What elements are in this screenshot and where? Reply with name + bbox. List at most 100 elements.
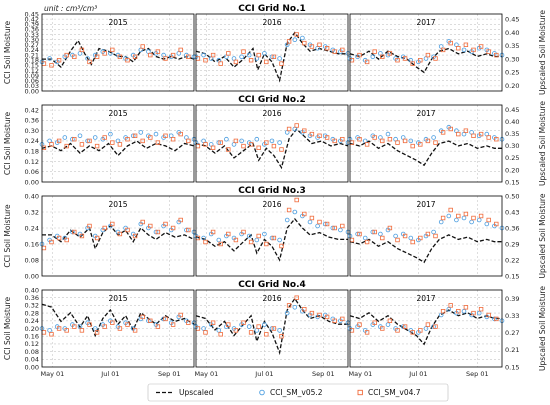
y-tick-label-left: 0.20 (25, 325, 39, 333)
v047-point (410, 61, 415, 66)
v047-point (132, 328, 138, 333)
y-tick-label-left: 0.08 (25, 256, 39, 264)
v052-point (62, 135, 68, 140)
v047-point (170, 225, 176, 231)
v047-point (203, 58, 208, 63)
v047-point (372, 320, 377, 325)
v052-point (292, 304, 298, 310)
v047-point (178, 131, 183, 137)
y-tick-label-left: 0.24 (25, 224, 39, 232)
y-tick-label-right: 0.35 (505, 130, 519, 138)
v047-point (148, 135, 153, 140)
v047-point (72, 54, 77, 59)
v047-point (203, 239, 208, 245)
y-tick-label-right: 0.43 (505, 208, 519, 216)
v047-point (125, 58, 130, 63)
v047-point (117, 54, 123, 59)
y-tick-label-left: 0.16 (25, 240, 39, 248)
upscaled-line (349, 309, 502, 346)
v052-point (431, 135, 436, 140)
v052-point (254, 328, 260, 333)
y-tick-label-right: 0.25 (505, 69, 519, 77)
year-label: 2015 (108, 109, 127, 118)
panel-frame (349, 13, 503, 92)
v047-point (395, 58, 400, 63)
v047-point (241, 229, 246, 235)
panel: 2016 (193, 289, 351, 368)
v047-point (440, 47, 446, 53)
v047-point (241, 143, 246, 149)
v047-point (148, 52, 153, 58)
v047-point (410, 143, 415, 149)
v047-point (163, 56, 168, 61)
v052-point (461, 47, 467, 53)
y-tick-label-left: 0.24 (25, 137, 39, 145)
v047-point (186, 227, 191, 233)
v052-point (47, 328, 52, 333)
v047-point (294, 295, 299, 300)
v047-point (456, 308, 461, 314)
v047-point (110, 47, 115, 53)
y-tick-label-left: 0.15 (25, 62, 39, 70)
v047-point (64, 52, 69, 58)
v047-point (102, 135, 107, 140)
v047-point (317, 312, 322, 318)
v052-point (216, 328, 222, 333)
year-label: 2016 (262, 18, 281, 27)
v047-point (418, 142, 423, 147)
v047-point (402, 138, 408, 144)
v047-point (56, 138, 62, 144)
v047-point (271, 54, 277, 59)
panel-frame (349, 104, 503, 183)
v047-point (94, 54, 100, 59)
row-title: CCI Grid No.2 (238, 95, 306, 105)
v047-point (102, 225, 107, 231)
v052-point (438, 219, 444, 225)
v047-point (56, 326, 62, 331)
v047-point (478, 213, 484, 219)
upscaled-line (195, 217, 348, 262)
y-tick-label-right: 0.20 (505, 82, 519, 90)
v047-point (433, 233, 438, 239)
v047-point (248, 142, 254, 147)
v047-point (117, 231, 123, 237)
v047-point (395, 328, 400, 333)
v052-point (484, 221, 490, 227)
v047-point (294, 123, 299, 128)
v047-point (440, 308, 446, 314)
x-tick-label: May 01 (41, 370, 65, 378)
y-tick-label-left: 0.09 (25, 72, 39, 80)
v052-point (92, 135, 98, 140)
v047-point (186, 138, 191, 144)
v047-point (49, 239, 54, 245)
v047-point (286, 39, 292, 44)
y-tick-label-right: 0.39 (505, 295, 519, 303)
year-label: 2015 (108, 200, 127, 209)
v047-point (170, 322, 176, 327)
y-tick-label-left: 0.08 (25, 348, 39, 356)
y-tick-label-right: 0.25 (505, 154, 519, 162)
v047-point (256, 233, 261, 239)
v047-point (203, 330, 208, 335)
y-tick-label-left: 0.21 (25, 51, 39, 59)
y-axis-label-right: Upscaled Soil Moisture (538, 193, 547, 278)
v047-point (340, 136, 345, 142)
v047-point (440, 130, 446, 135)
v047-point (49, 332, 54, 337)
v047-point (494, 136, 499, 142)
v047-point (425, 52, 431, 58)
v047-point (302, 211, 307, 217)
v052-point (246, 52, 252, 58)
panel: 2015 (39, 104, 197, 183)
v047-point (448, 40, 453, 46)
v052-point (338, 227, 343, 233)
unit-note: unit : cm³/cm³ (44, 4, 97, 13)
v047-point (140, 314, 145, 320)
v047-point (125, 227, 130, 233)
v047-point (49, 63, 54, 68)
v052-point (277, 140, 282, 145)
y-tick-label-left: 0.42 (25, 106, 39, 114)
v047-point (102, 51, 107, 56)
v052-point (262, 231, 267, 237)
v047-point (463, 305, 469, 310)
